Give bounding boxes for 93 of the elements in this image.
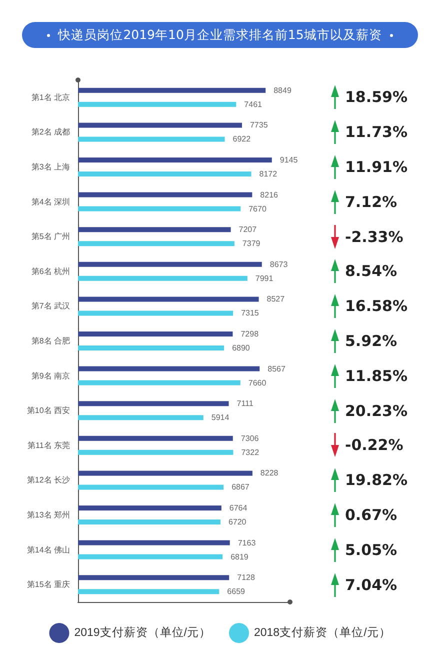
- bar: [78, 540, 230, 546]
- data-label: 7128: [237, 573, 256, 582]
- bar: [78, 262, 262, 267]
- y-tick-label: 第10名 西安: [26, 406, 70, 416]
- data-label: 8849: [274, 86, 292, 95]
- data-label: 7670: [248, 204, 267, 214]
- y-tick-label: 第12名 长沙: [26, 476, 70, 485]
- bar: [78, 554, 223, 560]
- text: 20.23%: [345, 402, 408, 420]
- bar: [78, 122, 242, 128]
- bar: [78, 366, 260, 372]
- y-tick-label: 第4名 深圳: [31, 197, 70, 206]
- y-tick-label: 第14名 佛山: [26, 545, 70, 554]
- bar: [78, 380, 240, 386]
- bar: [78, 102, 236, 107]
- text: 5.92%: [345, 332, 398, 350]
- legend-label: 2018支付薪资（单位/元）: [254, 626, 391, 639]
- text: 11.73%: [345, 123, 408, 142]
- data-label: 7461: [244, 100, 263, 109]
- bar: [78, 520, 220, 524]
- y-tick-label: 第2名 成都: [31, 128, 70, 137]
- data-label: 7207: [238, 225, 258, 234]
- text: 16.58%: [345, 297, 408, 316]
- data-label: 6867: [232, 482, 250, 492]
- data-label: 8228: [260, 468, 279, 478]
- y-tick-label: 第8名 合肥: [31, 336, 70, 346]
- bar: [78, 450, 234, 455]
- bar: [78, 575, 230, 580]
- bar: [78, 310, 234, 316]
- bar: [78, 484, 224, 490]
- data-label: 7306: [240, 434, 260, 443]
- y-tick-label: 第3名 上海: [31, 162, 70, 172]
- y-tick-label: 第6名 杭州: [31, 266, 70, 276]
- data-label: 7322: [241, 448, 260, 457]
- data-label: 7111: [236, 399, 254, 408]
- bar: [78, 401, 229, 406]
- y-tick-label: 第7名 武汉: [31, 302, 70, 311]
- text: -0.22%: [345, 436, 404, 454]
- data-label: 6922: [232, 134, 252, 144]
- data-label: 6764: [229, 504, 248, 512]
- bar: [78, 88, 266, 93]
- text: 7.12%: [345, 192, 398, 211]
- text: 18.59%: [345, 88, 408, 106]
- data-label: 7298: [240, 330, 260, 338]
- data-label: 8567: [268, 364, 286, 374]
- bar: [78, 332, 233, 336]
- text: 19.82%: [345, 471, 408, 490]
- y-tick-label: 第1名 北京: [31, 92, 70, 102]
- text: 0.67%: [345, 506, 398, 524]
- bar: [78, 346, 224, 350]
- data-label: 6890: [232, 344, 250, 352]
- text: 11.85%: [345, 366, 408, 385]
- data-label: 7991: [255, 274, 274, 283]
- bar: [78, 589, 220, 594]
- bar: [78, 415, 204, 420]
- data-label: 6659: [227, 587, 246, 596]
- data-label: 8527: [266, 294, 286, 304]
- data-label: 6720: [228, 518, 247, 526]
- chart-title: 快递员岗位2019年10月企业需求排名前15城市以及薪资: [22, 22, 418, 48]
- bar: [78, 296, 259, 302]
- data-label: 9145: [280, 156, 298, 164]
- data-label: 6819: [230, 552, 249, 562]
- y-tick-label: 第5名 广州: [31, 232, 70, 242]
- bar: [78, 276, 248, 281]
- bar: [78, 506, 222, 510]
- bar: [78, 470, 252, 476]
- y-tick-label: 第9名 南京: [31, 371, 70, 380]
- bar: [78, 436, 233, 441]
- data-label: 7660: [248, 378, 267, 388]
- text: 7.04%: [345, 576, 398, 594]
- bar: [78, 227, 231, 232]
- y-tick-label: 第15名 重庆: [26, 580, 70, 590]
- bar: [78, 172, 252, 176]
- data-label: 7735: [250, 120, 268, 130]
- text: 8.54%: [345, 262, 398, 280]
- bar: [78, 206, 241, 212]
- data-label: 7315: [241, 308, 260, 318]
- text: -2.33%: [345, 228, 404, 246]
- data-label: 5914: [211, 413, 230, 422]
- legend-label: 2019支付薪资（单位/元）: [74, 626, 212, 639]
- y-tick-label: 第11名 东莞: [27, 440, 70, 450]
- text: 11.91%: [345, 158, 408, 176]
- data-label: 7379: [242, 239, 261, 248]
- y-tick-label: 第13名 郑州: [26, 510, 70, 520]
- bar: [78, 241, 234, 246]
- text: 5.05%: [345, 540, 398, 559]
- data-label: 8216: [260, 190, 279, 200]
- data-label: 8673: [270, 260, 288, 269]
- bar: [78, 136, 225, 142]
- data-label: 7163: [238, 538, 256, 548]
- data-label: 8172: [259, 170, 278, 178]
- bar: [78, 192, 252, 198]
- bar: [78, 158, 272, 162]
